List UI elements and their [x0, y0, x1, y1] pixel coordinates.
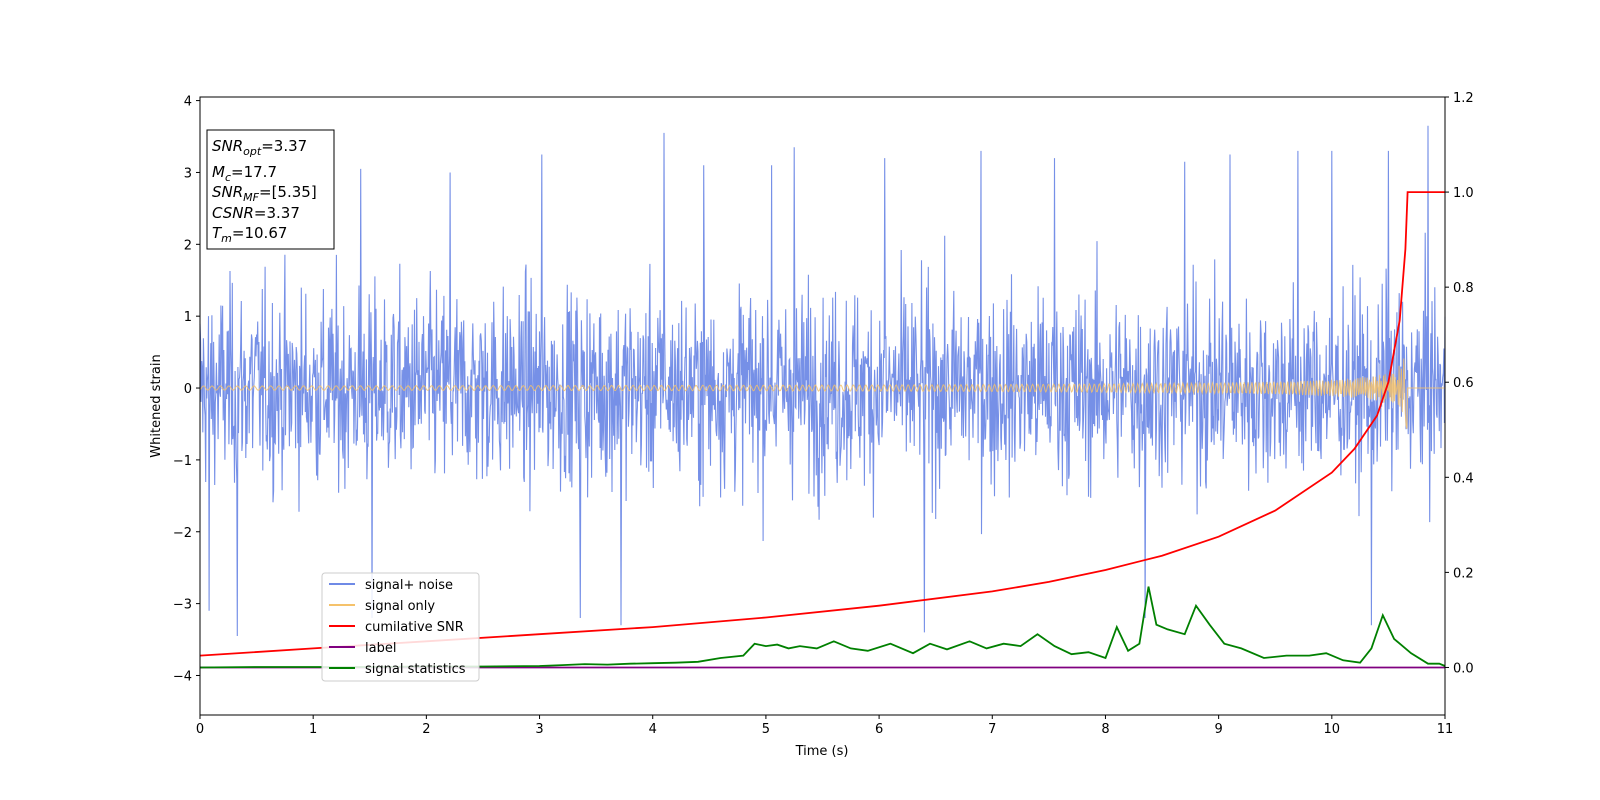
- y-tick-label: 4: [184, 95, 192, 110]
- y2-tick-label: 0.6: [1453, 376, 1474, 391]
- svg-text:signal statistics: signal statistics: [365, 662, 466, 677]
- plot-frame: [199, 96, 1446, 716]
- y-axis-label: Whitened strain: [149, 354, 164, 457]
- x-tick-label: 5: [762, 722, 770, 737]
- y-tick-label: −4: [173, 669, 192, 684]
- y-tick-label: 1: [184, 310, 192, 325]
- annotation-csnr: CSNR=3.37: [212, 204, 300, 222]
- x-tick-label: 6: [875, 722, 883, 737]
- y2-tick-label: 0.0: [1453, 661, 1474, 676]
- x-tick-label: 8: [1101, 722, 1109, 737]
- signal-only-line: [199, 358, 1445, 429]
- y-tick-label: 3: [184, 166, 192, 181]
- signal-statistics-series: [199, 586, 1446, 669]
- legend-item-signal-statistics: signal statistics: [329, 662, 466, 677]
- x-tick-label: 2: [422, 722, 430, 737]
- y-axis-ticks: −4 −3 −2 −1 0 1 2 3 4: [173, 95, 200, 684]
- x-tick-label: 3: [535, 722, 543, 737]
- svg-text:signal+ noise: signal+ noise: [365, 578, 453, 593]
- y2-axis-ticks: 0.0 0.2 0.4 0.6 0.8 1.0 1.2: [1445, 91, 1474, 676]
- y2-tick-label: 0.2: [1453, 566, 1474, 581]
- y2-tick-label: 1.2: [1453, 91, 1474, 106]
- x-tick-label: 1: [309, 722, 317, 737]
- legend-item-cumulative-snr: cumilative SNR: [329, 620, 464, 635]
- x-tick-label: 11: [1437, 722, 1454, 737]
- y-tick-label: −2: [173, 526, 192, 541]
- cumulative-snr-series: [199, 191, 1445, 657]
- legend: signal+ noise signal only cumilative SNR…: [321, 572, 480, 682]
- x-axis-label: Time (s): [795, 744, 849, 759]
- x-tick-label: 0: [196, 722, 204, 737]
- x-tick-label: 4: [649, 722, 657, 737]
- annotation-snr-opt: SNRopt=3.37: [212, 137, 307, 158]
- annotation-mc: Mc=17.7: [212, 163, 277, 184]
- y-tick-label: −1: [173, 454, 192, 469]
- x-tick-label: 9: [1214, 722, 1222, 737]
- y-tick-label: 0: [184, 382, 192, 397]
- svg-text:cumilative SNR: cumilative SNR: [365, 620, 464, 635]
- svg-text:signal only: signal only: [365, 599, 435, 614]
- y2-tick-label: 1.0: [1453, 186, 1474, 201]
- signal-statistics-line: [199, 586, 1446, 669]
- legend-item-signal-only: signal only: [329, 599, 435, 614]
- svg-text:label: label: [365, 641, 396, 656]
- x-tick-label: 7: [988, 722, 996, 737]
- cumulative-snr-line: [199, 191, 1445, 657]
- annotation-box: SNRopt=3.37 Mc=17.7 SNRMF=[5.35] CSNR=3.…: [206, 129, 335, 250]
- legend-item-signal-noise: signal+ noise: [329, 578, 453, 593]
- signal-noise-series: [199, 125, 1446, 637]
- legend-item-label: label: [329, 641, 396, 656]
- annotation-snr-mf: SNRMF=[5.35]: [212, 183, 317, 204]
- y-tick-label: −3: [173, 598, 192, 613]
- y2-tick-label: 0.4: [1453, 471, 1474, 486]
- signal-only-series: [199, 358, 1445, 429]
- annotation-tm: Tm=10.67: [212, 224, 287, 245]
- x-tick-label: 10: [1324, 722, 1341, 737]
- y2-tick-label: 0.8: [1453, 281, 1474, 296]
- signal-noise-line: [199, 125, 1446, 637]
- x-axis-ticks: 0 1 2 3 4 5 6 7 8 9 10 11: [196, 715, 1453, 737]
- y-tick-label: 2: [184, 238, 192, 253]
